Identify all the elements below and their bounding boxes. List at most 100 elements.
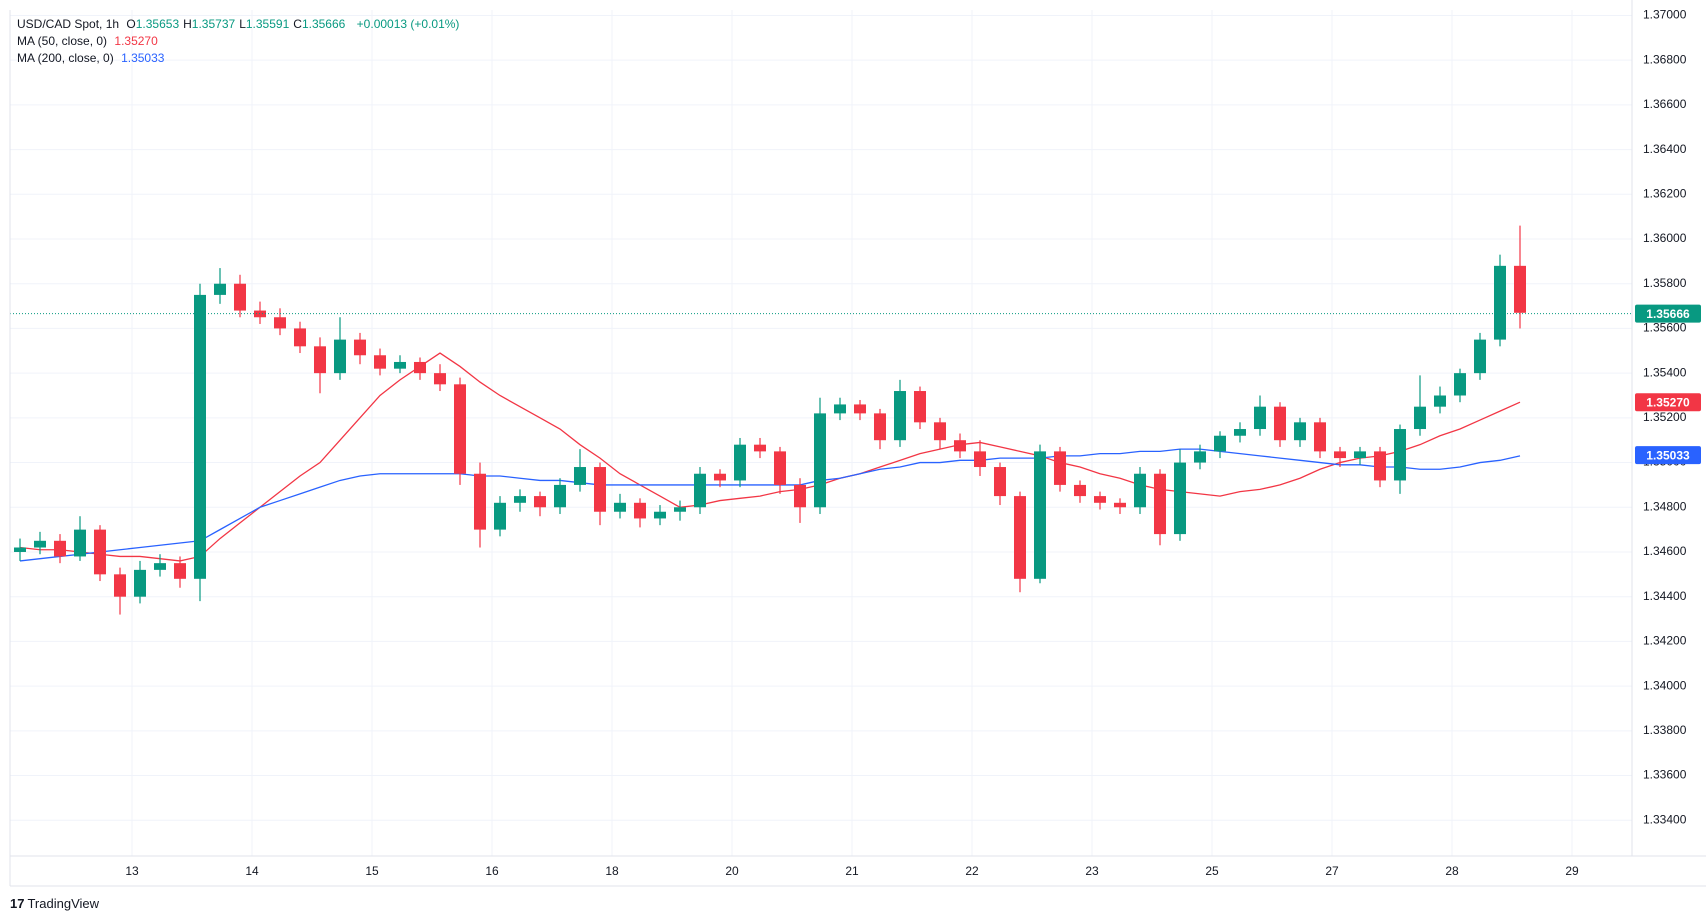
x-tick-label: 25 xyxy=(1205,864,1219,878)
candle-body xyxy=(54,540,66,557)
candle-body xyxy=(1354,451,1366,459)
candle-body xyxy=(134,569,146,597)
candle-body xyxy=(114,574,126,597)
candle-body xyxy=(414,361,426,374)
symbol: USD/CAD Spot, 1h xyxy=(17,17,120,31)
x-tick-label: 13 xyxy=(125,864,139,878)
candle-body xyxy=(334,339,346,374)
ohlc-value: 1.35591 xyxy=(245,17,290,31)
x-tick-label: 14 xyxy=(245,864,259,878)
candle-body xyxy=(954,440,966,452)
candle-body xyxy=(614,502,626,512)
candle-body xyxy=(434,373,446,385)
ma-line xyxy=(19,352,1521,562)
candle-body xyxy=(1074,484,1086,497)
price-badge-label: 1.35033 xyxy=(1646,448,1690,462)
candle-body xyxy=(514,496,526,503)
ohlc-key: C xyxy=(293,17,302,31)
candle-body xyxy=(1334,451,1346,459)
candle-body xyxy=(814,413,826,508)
candle-body xyxy=(1014,496,1026,579)
y-tick-label: 1.34800 xyxy=(1643,499,1687,513)
ohlc-value: 1.35737 xyxy=(191,17,236,31)
candle-body xyxy=(394,361,406,369)
candle-body xyxy=(34,540,46,548)
candle-body xyxy=(1054,451,1066,485)
candle-body xyxy=(1414,406,1426,430)
x-tick-label: 21 xyxy=(845,864,859,878)
legend-row: MA (200, close, 0) 1.35033 xyxy=(17,50,463,67)
logo-text: TradingView xyxy=(27,896,100,911)
candle-body xyxy=(934,422,946,441)
y-tick-label: 1.33600 xyxy=(1643,768,1687,782)
y-tick-label: 1.35200 xyxy=(1643,410,1687,424)
candle-body xyxy=(194,294,206,579)
x-tick-label: 20 xyxy=(725,864,739,878)
ohlc-key: O xyxy=(126,17,136,31)
legend-value: 1.35270 xyxy=(114,34,158,48)
candle-body xyxy=(314,346,326,374)
candle-body xyxy=(1234,429,1246,436)
legend-row: USD/CAD Spot, 1h O1.35653 H1.35737 L1.3559… xyxy=(17,16,463,33)
candle-body xyxy=(1434,395,1446,407)
plot xyxy=(10,225,1632,615)
price-badge-label: 1.35666 xyxy=(1646,307,1690,321)
candle-body xyxy=(654,511,666,519)
legend-row: MA (50, close, 0) 1.35270 xyxy=(17,33,463,50)
ohlc: O1.35653 H1.35737 L1.35591 C1.35666 xyxy=(126,17,349,31)
y-tick-label: 1.34200 xyxy=(1643,634,1687,648)
y-tick-label: 1.37000 xyxy=(1643,8,1687,22)
candle-body xyxy=(1254,406,1266,430)
candle-body xyxy=(594,467,606,512)
candle-body xyxy=(294,328,306,347)
y-tick-label: 1.34400 xyxy=(1643,589,1687,603)
candle-body xyxy=(674,507,686,512)
x-tick-label: 27 xyxy=(1325,864,1339,878)
candle-body xyxy=(74,529,86,557)
y-tick-label: 1.35400 xyxy=(1643,365,1687,379)
legend-label: MA (200, close, 0) xyxy=(17,51,114,65)
candle-body xyxy=(694,473,706,508)
candle-body xyxy=(214,283,226,295)
y-tick-label: 1.33400 xyxy=(1643,812,1687,826)
y-tick-label: 1.34600 xyxy=(1643,544,1687,558)
candle-body xyxy=(1474,339,1486,374)
y-tick-label: 1.35600 xyxy=(1643,321,1687,335)
candle-body xyxy=(354,339,366,356)
price-badge xyxy=(1635,446,1701,465)
candle-body xyxy=(1094,496,1106,503)
candle-body xyxy=(634,502,646,519)
x-tick-label: 23 xyxy=(1085,864,1099,878)
candle-body xyxy=(174,563,186,579)
candle-body xyxy=(834,404,846,414)
ohlc-value: 1.35666 xyxy=(301,17,346,31)
candle-body xyxy=(794,484,806,508)
price-badge-label: 1.35270 xyxy=(1646,395,1690,409)
candle-body xyxy=(754,444,766,452)
legend: USD/CAD Spot, 1h O1.35653 H1.35737 L1.3559… xyxy=(17,16,463,67)
candle-body xyxy=(1374,451,1386,481)
candle-body xyxy=(574,467,586,485)
candle-body xyxy=(1134,473,1146,508)
candle-body xyxy=(1514,265,1526,313)
candle-body xyxy=(474,473,486,530)
y-tick-label: 1.36200 xyxy=(1643,186,1687,200)
ohlc-value: 1.35653 xyxy=(135,17,180,31)
candle-body xyxy=(154,563,166,570)
candle-body xyxy=(374,355,386,369)
candle-body xyxy=(874,413,886,441)
candle-body xyxy=(1454,373,1466,396)
candle-body xyxy=(774,451,786,485)
legend-label: MA (50, close, 0) xyxy=(17,34,108,48)
logo-mark: 17 xyxy=(10,896,25,911)
y-tick-label: 1.33800 xyxy=(1643,723,1687,737)
candle-body xyxy=(1314,422,1326,452)
x-tick-label: 15 xyxy=(365,864,379,878)
y-tick-label: 1.36800 xyxy=(1643,52,1687,66)
candle-body xyxy=(1174,462,1186,535)
candle-body xyxy=(1214,435,1226,452)
candle-body xyxy=(554,484,566,508)
candle-body xyxy=(854,404,866,414)
candle-body xyxy=(1294,422,1306,441)
